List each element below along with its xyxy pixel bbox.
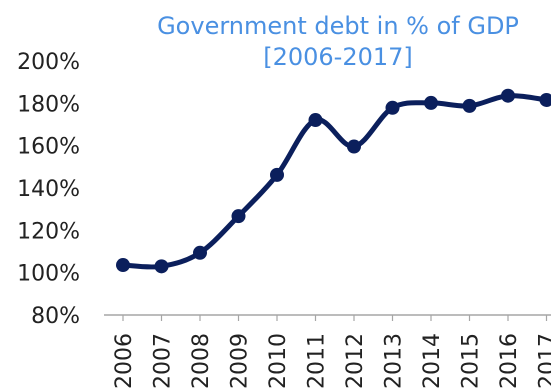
x-tick-label: 2012: [343, 333, 368, 389]
series-line: [120, 93, 549, 270]
data-point: [501, 88, 515, 103]
data-point: [308, 113, 323, 128]
x-axis: 2006 2007 2008 2009 2010 2011 2012 2013 2014 2015…: [104, 314, 551, 389]
chart-subtitle: [2006-2017]: [263, 43, 413, 71]
y-tick-label: 180%: [17, 92, 80, 117]
x-tick-label: 2009: [228, 333, 253, 389]
x-tick-label: 2007: [151, 333, 176, 389]
data-point: [116, 258, 130, 273]
data-point: [347, 139, 361, 154]
y-tick-label: 100%: [17, 262, 80, 287]
x-tick-label: 2015: [459, 333, 484, 389]
x-tick-label: 2017: [536, 333, 551, 389]
x-tick-label: 2008: [189, 333, 214, 389]
y-tick-label: 120%: [17, 219, 80, 244]
x-tick-label: 2014: [420, 333, 445, 389]
data-point: [154, 259, 169, 274]
y-tick-label: 160%: [17, 135, 80, 160]
data-point: [424, 95, 438, 110]
data-point: [193, 245, 207, 260]
y-tick-label: 200%: [17, 50, 80, 75]
x-tick-label: 2016: [497, 333, 522, 389]
x-tick-label: 2011: [305, 333, 330, 389]
data-point: [270, 167, 284, 182]
chart-title: Government debt in % of GDP: [157, 12, 519, 40]
x-tick-label: 2006: [112, 333, 137, 389]
y-tick-label: 140%: [17, 177, 80, 202]
x-tick-label: 2013: [382, 333, 407, 389]
data-point: [539, 92, 551, 107]
data-point: [231, 209, 246, 224]
y-axis-tick-labels: 80% 100% 120% 140% 160% 180% 200%: [17, 50, 80, 329]
data-point: [462, 98, 477, 113]
x-tick-label: 2010: [266, 333, 291, 389]
y-tick-label: 80%: [31, 304, 80, 329]
series-group: [116, 88, 551, 274]
data-point: [385, 100, 400, 115]
